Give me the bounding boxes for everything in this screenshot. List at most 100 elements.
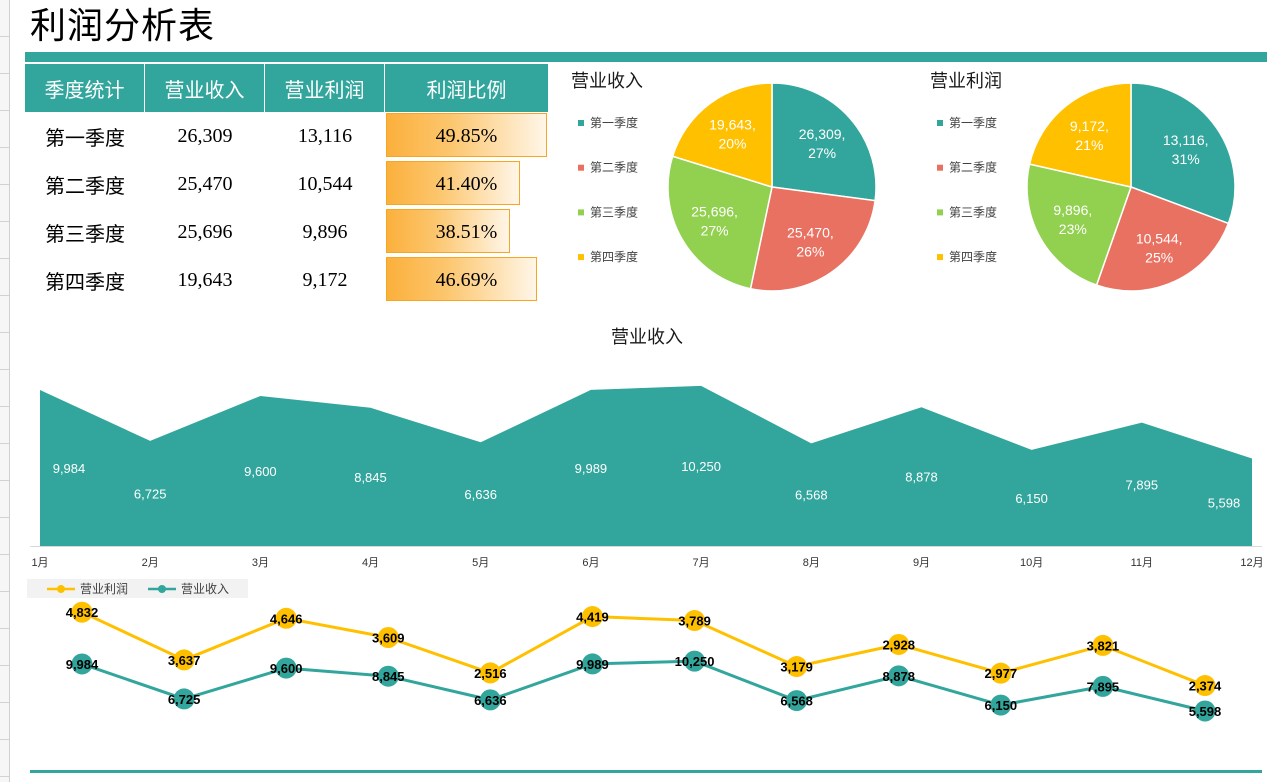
legend-item: 营业收入 bbox=[148, 582, 229, 596]
profit-pie-chart[interactable]: 营业利润 13,116, 31% 10,544, 25% 9,896, 23% 9,172,… bbox=[919, 62, 1259, 307]
legend-item-q2: 第二季度 bbox=[578, 160, 638, 175]
header-quarter[interactable]: 季度统计 bbox=[25, 64, 145, 112]
legend-swatch bbox=[937, 164, 943, 171]
profit-ratio-value: 38.51% bbox=[435, 220, 498, 243]
line-data-label: 9,600 bbox=[270, 661, 303, 676]
legend-item-q4: 第四季度 bbox=[578, 249, 638, 264]
legend-swatch bbox=[937, 209, 943, 216]
profit-ratio-data-bar bbox=[386, 113, 547, 157]
legend-label: 营业利润 bbox=[80, 582, 128, 596]
legend-label: 第三季度 bbox=[590, 204, 638, 219]
line-data-label: 3,789 bbox=[678, 614, 711, 629]
data-point-marker bbox=[684, 610, 706, 632]
revenue-pie-chart[interactable]: 营业收入 26,309, 27% 25,470, 26% 25,696, 27% 19,64… bbox=[560, 62, 890, 307]
profit-cell[interactable]: 13,116 bbox=[297, 124, 353, 147]
data-point-marker bbox=[377, 627, 399, 649]
monthly-revenue-area-chart[interactable]: 营业收入 9,984 6,725 9,600 8,845 6,636 9,989 10,25… bbox=[25, 318, 1270, 576]
area-data-label: 6,725 bbox=[134, 487, 167, 502]
legend-label: 第一季度 bbox=[590, 115, 638, 130]
legend-swatch bbox=[578, 209, 584, 216]
line-data-label: 4,419 bbox=[576, 610, 609, 625]
quarter-cell[interactable]: 第四季度 bbox=[45, 271, 125, 294]
legend-box bbox=[27, 579, 248, 598]
line-data-label: 10,250 bbox=[675, 654, 715, 669]
legend-label: 第二季度 bbox=[590, 160, 638, 175]
legend-label: 营业收入 bbox=[181, 582, 229, 596]
legend-swatch bbox=[578, 254, 584, 261]
profit-cell[interactable]: 10,544 bbox=[297, 172, 353, 195]
profit-ratio-cell[interactable]: 38.51% bbox=[385, 208, 548, 256]
pie-slice-q2 bbox=[749, 186, 876, 292]
legend-item-q4: 第四季度 bbox=[937, 249, 997, 264]
x-tick-label: 7月 bbox=[693, 557, 710, 569]
profit-ratio-cell[interactable]: 49.85% bbox=[385, 112, 548, 160]
profit-cell[interactable]: 9,172 bbox=[302, 268, 348, 291]
legend-item-q1: 第一季度 bbox=[578, 115, 638, 130]
line-data-label: 4,646 bbox=[270, 611, 303, 626]
data-point-marker bbox=[1194, 675, 1216, 697]
x-tick-label: 1月 bbox=[31, 557, 48, 569]
row-header-strip[interactable] bbox=[0, 0, 10, 782]
line-data-label: 3,637 bbox=[168, 653, 201, 668]
area-data-label: 8,845 bbox=[354, 470, 387, 485]
pie-slice-q4 bbox=[1028, 82, 1132, 188]
profit-revenue-line-chart[interactable]: 营业利润 营业收入 4,832 3,637 4,646 3,609 2,516 4,419 3,… bbox=[25, 576, 1270, 776]
revenue-cell[interactable]: 26,309 bbox=[177, 124, 233, 147]
table-row: 第四季度 19,643 9,172 46.69% bbox=[25, 256, 548, 304]
data-point-marker bbox=[173, 649, 195, 671]
header-revenue[interactable]: 营业收入 bbox=[145, 64, 265, 112]
profit-ratio-cell[interactable]: 46.69% bbox=[385, 256, 548, 304]
legend-label: 第三季度 bbox=[949, 204, 997, 219]
revenue-cell[interactable]: 25,470 bbox=[177, 172, 233, 195]
legend-marker bbox=[57, 585, 65, 593]
area-data-label: 5,598 bbox=[1208, 495, 1241, 510]
line-data-label: 3,609 bbox=[372, 631, 405, 646]
legend-label: 第四季度 bbox=[590, 249, 638, 264]
data-point-marker bbox=[479, 689, 501, 711]
pie-data-label-q3: 9,896, 23% bbox=[1053, 202, 1092, 237]
data-point-marker bbox=[581, 606, 603, 628]
pie-data-label-q3: 25,696, 27% bbox=[691, 204, 738, 239]
revenue-cell[interactable]: 25,696 bbox=[177, 220, 233, 243]
pie-data-label-q4: 19,643, 20% bbox=[709, 116, 756, 151]
line-data-label: 6,725 bbox=[168, 692, 201, 707]
table-row: 第二季度 25,470 10,544 41.40% bbox=[25, 160, 548, 208]
quarter-cell[interactable]: 第三季度 bbox=[45, 223, 125, 246]
x-tick-label: 11月 bbox=[1131, 557, 1153, 569]
pie-slice-q1 bbox=[1130, 82, 1236, 225]
x-tick-label: 2月 bbox=[142, 557, 159, 569]
data-point-marker bbox=[786, 656, 808, 678]
data-point-marker bbox=[786, 690, 808, 712]
pie-data-label-q1: 13,116, 31% bbox=[1163, 132, 1209, 167]
profit-ratio-value: 41.40% bbox=[435, 172, 498, 195]
x-tick-label: 6月 bbox=[582, 557, 599, 569]
pie-data-label-q2: 25,470, 26% bbox=[787, 224, 834, 259]
area-data-label: 7,895 bbox=[1126, 477, 1159, 492]
area-chart-title: 营业收入 bbox=[611, 327, 683, 347]
data-point-marker bbox=[1092, 634, 1114, 656]
header-profit-ratio[interactable]: 利润比例 bbox=[426, 79, 507, 102]
legend-item: 营业利润 bbox=[47, 582, 128, 596]
line-data-label: 5,598 bbox=[1189, 704, 1222, 719]
bottom-accent-bar bbox=[30, 770, 1262, 773]
area-data-label: 9,984 bbox=[53, 461, 86, 476]
line-data-label: 7,895 bbox=[1087, 679, 1120, 694]
legend-label: 第一季度 bbox=[949, 115, 997, 130]
title-accent-bar bbox=[25, 52, 1267, 62]
profit-ratio-cell[interactable]: 41.40% bbox=[385, 160, 548, 208]
profit-cell[interactable]: 9,896 bbox=[302, 220, 348, 243]
header-profit[interactable]: 营业利润 bbox=[265, 64, 385, 112]
line-data-label: 3,179 bbox=[780, 660, 813, 675]
line-data-label: 6,150 bbox=[985, 698, 1018, 713]
area-data-label: 6,636 bbox=[464, 487, 497, 502]
area-data-label: 6,150 bbox=[1015, 491, 1048, 506]
pie-slice-q2 bbox=[1095, 186, 1230, 292]
data-point-marker bbox=[888, 633, 910, 655]
pie-slice-q3 bbox=[1026, 163, 1132, 287]
revenue-cell[interactable]: 19,643 bbox=[177, 268, 233, 291]
revenue-area-series bbox=[40, 385, 1252, 546]
quarter-cell[interactable]: 第二季度 bbox=[45, 175, 125, 198]
data-point-marker bbox=[71, 601, 93, 623]
quarter-cell[interactable]: 第一季度 bbox=[45, 127, 125, 150]
profit-pie-title: 营业利润 bbox=[930, 71, 1002, 91]
